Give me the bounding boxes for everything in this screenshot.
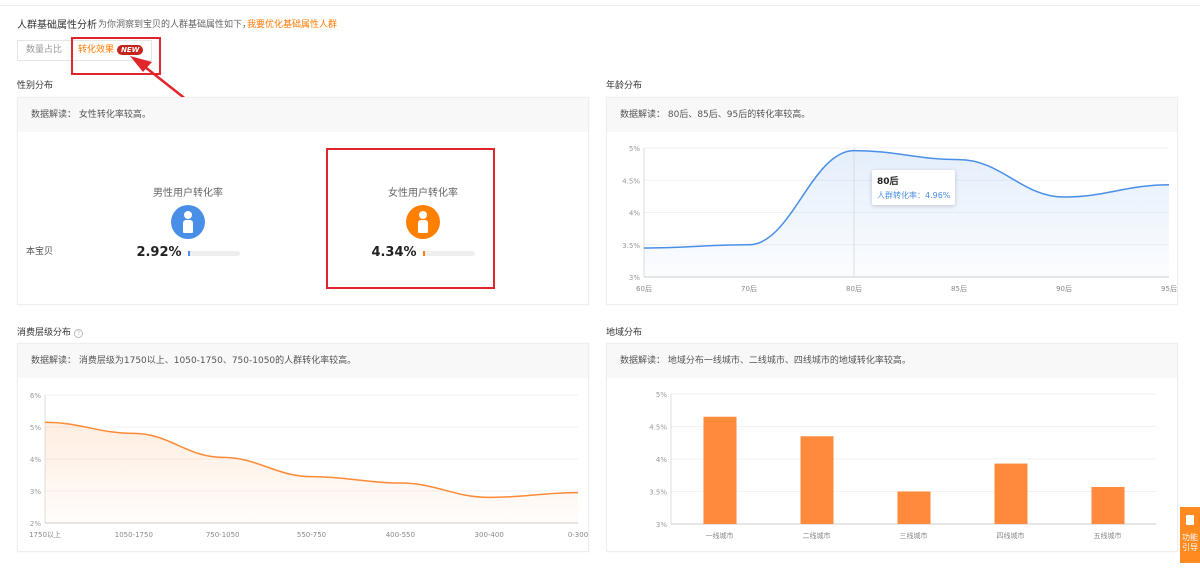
gender-section-title: 性别分布: [17, 81, 54, 91]
x-tick-label: 一线城市: [706, 531, 734, 540]
tab-quantity-ratio[interactable]: 数量占比: [26, 45, 63, 55]
tooltip-text: 人群转化率：4.96%: [877, 191, 951, 200]
consumption-title: 消费层级分布: [17, 328, 72, 338]
x-tick-label: 95后: [1161, 284, 1177, 293]
y-tick-label: 4.5%: [649, 424, 667, 432]
bar: [1091, 486, 1125, 524]
female-progress: [422, 251, 475, 256]
y-tick-label: 4%: [30, 456, 41, 464]
x-tick-label: 60后: [636, 284, 652, 293]
series-area: [644, 150, 1169, 277]
y-tick-label: 5%: [656, 391, 667, 399]
y-tick-label: 3.5%: [649, 489, 667, 497]
x-tick-label: 550-750: [297, 531, 326, 539]
female-value: 4.34%: [371, 245, 417, 260]
y-tick-label: 4%: [629, 210, 640, 218]
y-tick-label: 4%: [656, 456, 667, 464]
age-panel: 数据解读： 80后、85后、95后的转化率较高。 3% 3.5% 4% 4.5% 5% 6…: [606, 97, 1178, 305]
consumption-chart: 2% 3% 4% 5% 6% 1750以上 1050-1750 750-1050 550-750…: [29, 392, 588, 539]
age-insight: 数据解读： 80后、85后、95后的转化率较高。: [607, 98, 1177, 132]
x-tick-label: 400-550: [386, 531, 415, 539]
y-tick-label: 4.5%: [622, 177, 640, 185]
y-tick-label: 2%: [30, 520, 41, 528]
x-tick-label: 四线城市: [997, 531, 1025, 540]
feature-guide-button[interactable]: 功能引导: [1180, 507, 1200, 563]
row-label: 本宝贝: [26, 247, 54, 257]
y-tick-label: 3%: [629, 274, 640, 282]
y-tick-label: 3%: [656, 521, 667, 529]
consumption-panel: 数据解读： 消费层级为1750以上、1050-1750、750-1050的人群转…: [17, 343, 589, 552]
female-label: 女性用户转化率: [388, 188, 458, 199]
age-section-title: 年龄分布: [606, 81, 643, 91]
x-tick-label: 300-400: [475, 531, 504, 539]
y-tick-label: 3%: [30, 488, 41, 496]
x-tick-label: 80后: [846, 284, 862, 293]
y-tick-label: 3.5%: [622, 242, 640, 250]
y-tick-label: 6%: [30, 392, 41, 400]
male-user-icon: [171, 205, 205, 239]
bar: [703, 416, 737, 524]
highlight-box-female: [326, 148, 495, 289]
region-panel: 数据解读： 地域分布一线城市、二线城市、四线城市的地域转化率较高。 3% 3.5%…: [606, 343, 1178, 552]
consumption-insight: 数据解读： 消费层级为1750以上、1050-1750、750-1050的人群转…: [18, 344, 588, 378]
x-tick-label: 85后: [951, 284, 967, 293]
male-rate: 男性用户转化率 2.92%: [118, 184, 258, 260]
male-label: 男性用户转化率: [153, 188, 223, 199]
x-tick-label: 二线城市: [803, 531, 831, 540]
y-tick-label: 5%: [629, 145, 640, 153]
male-value: 2.92%: [136, 245, 182, 260]
x-tick-label: 90后: [1056, 284, 1072, 293]
region-section-title: 地域分布: [606, 328, 643, 338]
region-chart: 3% 3.5% 4% 4.5% 5% 一线城市 二线城市 三线城市 四线城市 五线城市: [649, 391, 1156, 540]
x-tick-label: 三线城市: [900, 531, 928, 540]
x-tick-label: 750-1050: [206, 531, 240, 539]
x-tick-label: 1050-1750: [115, 531, 153, 539]
bar: [994, 463, 1028, 524]
new-badge: NEW: [117, 45, 144, 55]
gender-panel: 数据解读： 女性转化率较高。 本宝贝 男性用户转化率 2.92% 女性用户转化率…: [17, 97, 589, 305]
y-tick-label: 5%: [30, 424, 41, 432]
page-subtitle: 为你洞察到宝贝的人群基础属性如下，: [98, 20, 252, 30]
female-rate: 女性用户转化率 4.34%: [353, 184, 493, 260]
tab-conversion-label: 转化效果: [78, 45, 115, 55]
highlight-box-tab: [71, 37, 161, 75]
gender-insight: 数据解读： 女性转化率较高。: [18, 98, 588, 132]
region-insight: 数据解读： 地域分布一线城市、二线城市、四线城市的地域转化率较高。: [607, 344, 1177, 378]
consumption-section-title: 消费层级分布 ?: [17, 325, 83, 338]
feature-guide-label: 功能引导: [1182, 533, 1198, 552]
series-line: [643, 149, 1170, 249]
x-tick-label: 0-300: [568, 531, 588, 539]
question-circle-icon[interactable]: ?: [73, 329, 83, 338]
chart-tooltip: 80后 人群转化率：4.96%: [872, 170, 956, 205]
optimize-crowd-link[interactable]: 我要优化基础属性人群: [247, 20, 338, 30]
view-tabs: 数量占比 转化效果 NEW: [17, 40, 153, 61]
tooltip-title: 80后: [877, 177, 899, 187]
series-area: [45, 422, 578, 523]
male-progress: [187, 251, 240, 256]
age-chart: 3% 3.5% 4% 4.5% 5% 60后 70后 80后 85后 90后 95后: [622, 145, 1177, 293]
tab-conversion[interactable]: 转化效果 NEW: [70, 41, 152, 60]
x-tick-label: 1750以上: [29, 530, 61, 539]
top-border: [0, 0, 1200, 6]
female-user-icon: [406, 205, 440, 239]
page-title: 人群基础属性分析: [17, 20, 97, 31]
x-tick-label: 70后: [741, 284, 757, 293]
x-tick-label: 五线城市: [1094, 531, 1122, 540]
bar: [897, 491, 931, 524]
bar: [800, 436, 834, 524]
